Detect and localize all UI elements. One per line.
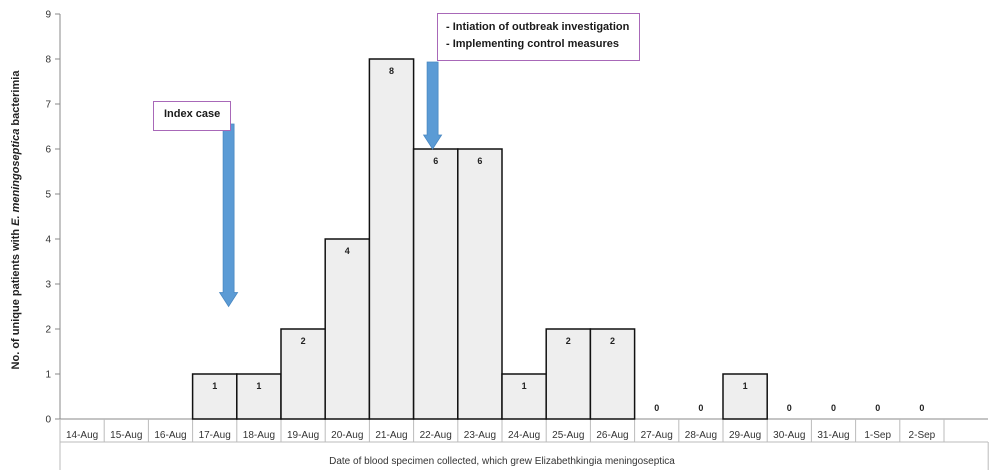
y-tick-label-1: 1 — [45, 370, 51, 381]
annotation-index-case: Index case — [153, 101, 232, 131]
x-tick-label-30-Aug: 30-Aug — [773, 430, 805, 441]
y-tick-label-6: 6 — [45, 145, 51, 156]
x-tick-label-31-Aug: 31-Aug — [817, 430, 849, 441]
y-axis-label-part-1: No. of unique patients with — [10, 226, 22, 370]
bar-20-Aug — [324, 238, 371, 420]
data-label-2-Sep: 0 — [919, 403, 924, 413]
bar-26-Aug — [589, 328, 636, 420]
annotation-outbreak: - Intiation of outbreak investigation - … — [437, 13, 641, 61]
y-tick-label-4: 4 — [45, 235, 51, 246]
data-label-21-Aug: 8 — [389, 66, 394, 76]
x-tick-label-16-Aug: 16-Aug — [154, 430, 186, 441]
bar-23-Aug — [457, 148, 503, 420]
bars — [191, 58, 768, 420]
x-tick-label-29-Aug: 29-Aug — [729, 430, 761, 441]
bar-25-Aug — [545, 328, 592, 420]
annotation-outbreak-line-2: - Implementing control measures — [446, 38, 619, 50]
bar-18-Aug — [236, 373, 282, 420]
data-label-17-Aug: 1 — [212, 381, 217, 391]
x-tick-label-15-Aug: 15-Aug — [110, 430, 142, 441]
index-case-arrow — [218, 123, 239, 308]
x-tick-label-20-Aug: 20-Aug — [331, 430, 363, 441]
data-label-22-Aug: 6 — [433, 156, 438, 166]
data-label-29-Aug: 1 — [743, 381, 748, 391]
y-axis-label: No. of unique patients with E. meningose… — [10, 70, 22, 370]
y-tick-label-2: 2 — [45, 325, 51, 336]
bar-21-Aug — [368, 58, 415, 420]
x-tick-label-21-Aug: 21-Aug — [375, 430, 407, 441]
data-label-1-Sep: 0 — [875, 403, 880, 413]
x-tick-label-2-Sep: 2-Sep — [909, 430, 936, 441]
x-tick-label-14-Aug: 14-Aug — [66, 430, 98, 441]
data-label-28-Aug: 0 — [698, 403, 703, 413]
y-tick-label-5: 5 — [45, 190, 51, 201]
data-label-24-Aug: 1 — [522, 381, 527, 391]
x-tick-label-26-Aug: 26-Aug — [596, 430, 628, 441]
x-tick-label-17-Aug: 17-Aug — [199, 430, 231, 441]
x-tick-label-25-Aug: 25-Aug — [552, 430, 584, 441]
y-axis-label-part-3: bacterimia — [10, 70, 22, 129]
y-tick-label-3: 3 — [45, 280, 51, 291]
y-tick-label-7: 7 — [45, 100, 51, 111]
outbreak-arrow — [422, 61, 443, 150]
data-label-26-Aug: 2 — [610, 336, 615, 346]
data-label-25-Aug: 2 — [566, 336, 571, 346]
x-tick-label-23-Aug: 23-Aug — [464, 430, 496, 441]
bar-22-Aug — [412, 148, 459, 420]
bar-29-Aug — [722, 373, 768, 420]
data-label-23-Aug: 6 — [477, 156, 482, 166]
annotation-index-case-text: Index case — [164, 108, 221, 120]
labels: 1 1 2 4 8 6 6 1 2 2 0 0 1 0 0 0 0 — [212, 66, 924, 413]
bar-24-Aug — [501, 373, 547, 420]
data-label-31-Aug: 0 — [831, 403, 836, 413]
y-tick-label-0: 0 — [45, 415, 51, 426]
data-label-20-Aug: 4 — [345, 246, 350, 256]
x-tick-label-24-Aug: 24-Aug — [508, 430, 540, 441]
data-label-27-Aug: 0 — [654, 403, 659, 413]
annotation-outbreak-line-1: - Intiation of outbreak investigation — [446, 21, 630, 33]
x-tick-label-1-Sep: 1-Sep — [864, 430, 891, 441]
x-tick-label-18-Aug: 18-Aug — [243, 430, 275, 441]
x-tick-label-28-Aug: 28-Aug — [685, 430, 717, 441]
x-tick-label-19-Aug: 19-Aug — [287, 430, 319, 441]
data-label-30-Aug: 0 — [787, 403, 792, 413]
x-axis-label: Date of blood specimen collected, which … — [329, 456, 675, 467]
y-tick-label-9: 9 — [45, 10, 51, 21]
x-tick-label-22-Aug: 22-Aug — [420, 430, 452, 441]
data-label-18-Aug: 1 — [256, 381, 261, 391]
annotation-arrows — [218, 61, 443, 308]
y-axis-label-part-2: E. meningoseptica — [10, 129, 22, 226]
y-tick-label-8: 8 — [45, 55, 51, 66]
data-label-19-Aug: 2 — [301, 336, 306, 346]
x-tick-label-27-Aug: 27-Aug — [641, 430, 673, 441]
